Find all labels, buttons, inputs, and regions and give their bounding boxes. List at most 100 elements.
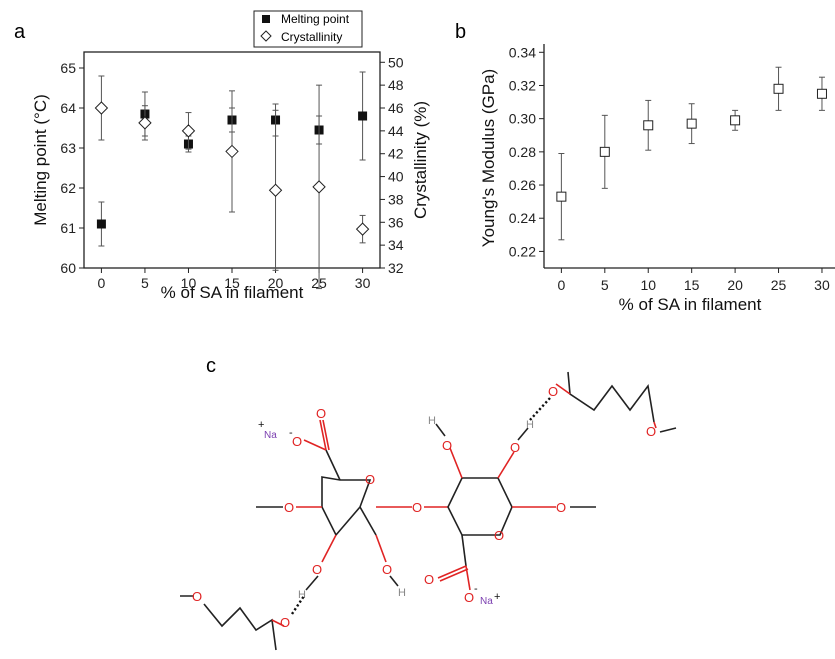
bond — [555, 383, 571, 395]
alkyl-chain-lower — [180, 595, 277, 651]
chart-a-y2-tick-label: 36 — [388, 214, 404, 230]
bond — [359, 506, 377, 536]
chart-a-x-tick-label: 5 — [141, 275, 149, 291]
chart-a-y-tick-label: 61 — [60, 220, 76, 236]
bond — [449, 447, 463, 479]
bond — [375, 534, 387, 563]
chart-b-x-tick-label: 25 — [771, 277, 787, 293]
atom-sodium: Na — [480, 596, 493, 607]
charge-minus: - — [289, 427, 293, 439]
chemical-structure-diagram: O O - + Na O O O O O H H O O O H H — [180, 371, 677, 651]
data-point-crystallinity — [225, 144, 239, 159]
chart-b-youngs-modulus: Young's Modulus (GPa) % of SA in filamen… — [479, 44, 835, 314]
atom-oxygen: O — [424, 572, 434, 587]
chart-a-x-tick-label: 0 — [98, 275, 106, 291]
bond — [389, 575, 399, 587]
legend-marker-melting-point — [262, 15, 270, 23]
atom-oxygen: O — [556, 500, 566, 515]
chart-a-y2-tick-label: 32 — [388, 260, 404, 276]
panel-label-b: b — [455, 21, 466, 43]
chart-a-y-tick-label: 60 — [60, 260, 76, 276]
chart-b-x-axis-label: % of SA in filament — [619, 295, 762, 314]
atom-oxygen: O — [464, 590, 474, 605]
atom-oxygen: O — [548, 384, 558, 399]
chart-a-x-tick-label: 15 — [224, 275, 240, 291]
chart-a-y2-tick-label: 42 — [388, 146, 404, 162]
atom-oxygen: O — [192, 589, 202, 604]
charge-plus: + — [258, 419, 264, 431]
atom-oxygen: O — [365, 472, 375, 487]
atom-oxygen: O — [494, 528, 504, 543]
legend-label-melting-point: Melting point — [281, 12, 350, 26]
chart-a-y-tick-label: 64 — [60, 100, 76, 116]
legend-label-crystallinity: Crystallinity — [281, 30, 342, 44]
panel-label-c: c — [206, 355, 216, 377]
chart-b-x-tick-label: 5 — [601, 277, 609, 293]
chart-a-y-axis-label: Melting point (°C) — [31, 94, 50, 226]
chart-a-y2-tick-label: 46 — [388, 100, 404, 116]
data-point-crystallinity — [312, 180, 326, 194]
chart-b-x-tick-label: 10 — [640, 277, 656, 293]
atom-oxygen: O — [442, 438, 452, 453]
chart-b-x-tick-label: 30 — [814, 277, 830, 293]
chart-b-x-tick-label: 0 — [557, 277, 565, 293]
data-point-crystallinity — [268, 183, 283, 197]
chart-a-y2-axis-label: Crystallinity (%) — [411, 101, 430, 219]
data-point-youngs-modulus — [773, 83, 784, 94]
chart-b-y-tick-label: 0.34 — [509, 44, 536, 60]
data-point-youngs-modulus — [686, 118, 697, 129]
bond — [653, 421, 657, 429]
atom-oxygen: O — [280, 615, 290, 630]
atom-hydrogen: H — [298, 589, 306, 601]
chart-b-y-axis-label: Young's Modulus (GPa) — [479, 69, 498, 247]
atom-oxygen: O — [412, 500, 422, 515]
chart-a-x-tick-label: 20 — [268, 275, 284, 291]
right-sugar-ring — [447, 477, 513, 536]
bond — [435, 423, 446, 437]
atom-oxygen: O — [316, 406, 326, 421]
chart-a-y2-tick-label: 44 — [388, 123, 404, 139]
bond — [659, 427, 677, 433]
chart-b-y-tick-label: 0.32 — [509, 77, 536, 93]
chart-a-y2-tick-label: 34 — [388, 237, 404, 253]
data-point-melting-point — [358, 111, 368, 121]
atom-hydrogen: H — [526, 419, 534, 431]
chart-a-melting-crystallinity: Melting point (°C) Crystallinity (%) % o… — [31, 10, 430, 302]
chart-a-y-tick-label: 63 — [60, 140, 76, 156]
atom-hydrogen: H — [428, 415, 436, 427]
chart-a-x-tick-label: 10 — [181, 275, 197, 291]
atom-oxygen: O — [284, 500, 294, 515]
bond — [321, 534, 337, 563]
atom-oxygen: O — [646, 424, 656, 439]
atom-oxygen: O — [292, 434, 302, 449]
bond — [319, 419, 330, 451]
data-point-youngs-modulus — [599, 146, 610, 157]
data-point-youngs-modulus — [643, 120, 654, 131]
bond — [517, 427, 529, 441]
chart-b-y-tick-label: 0.26 — [509, 177, 536, 193]
bond — [325, 449, 341, 481]
chart-a-x-axis-label: % of SA in filament — [161, 283, 304, 302]
data-point-crystallinity — [94, 101, 109, 115]
chart-a-y-tick-label: 65 — [60, 60, 76, 76]
hydrogen-bond-lower — [291, 595, 305, 615]
bond — [271, 619, 285, 627]
chart-a-y2-tick-label: 48 — [388, 77, 404, 93]
legend-marker-crystallinity — [260, 30, 272, 42]
bond — [305, 575, 319, 591]
chart-a-legend-box — [253, 10, 363, 48]
atom-oxygen: O — [312, 562, 322, 577]
chart-b-x-tick-label: 15 — [684, 277, 700, 293]
atom-oxygen: O — [382, 562, 392, 577]
data-point-crystallinity — [138, 116, 152, 130]
hydrogen-bond-upper — [529, 397, 551, 421]
atom-oxygen: O — [510, 440, 520, 455]
alkyl-chain-upper — [567, 371, 655, 423]
chart-a-y-tick-label: 62 — [60, 180, 76, 196]
charge-minus: - — [474, 583, 478, 595]
left-sugar-ring — [321, 476, 372, 537]
atom-hydrogen: H — [398, 587, 406, 599]
bond — [497, 451, 515, 479]
data-point-youngs-modulus — [556, 191, 567, 202]
